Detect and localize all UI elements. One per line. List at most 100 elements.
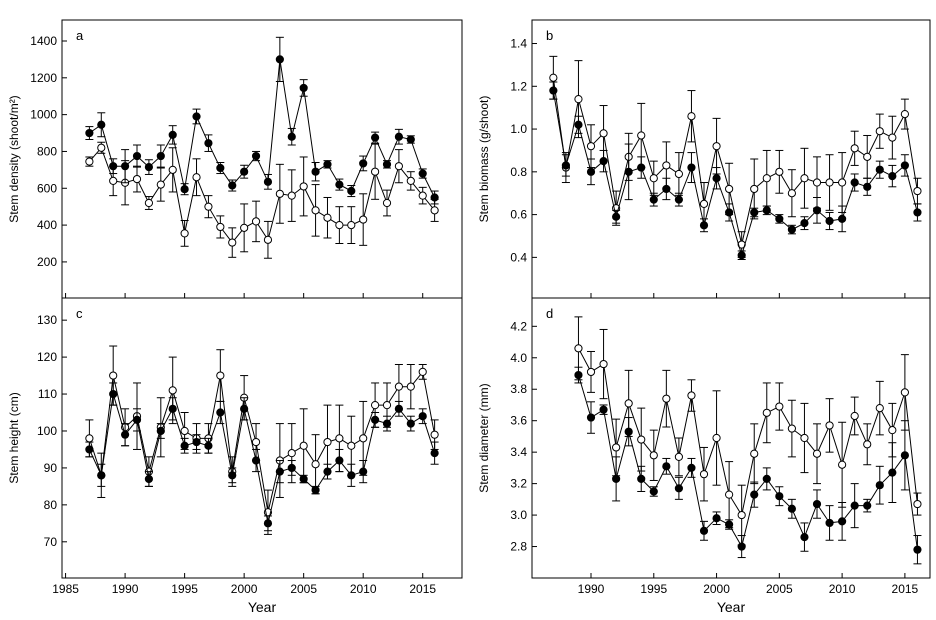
data-point <box>624 427 633 436</box>
data-point <box>612 474 621 483</box>
y-tick-label: 4.2 <box>510 319 527 333</box>
panel-label: a <box>76 28 84 43</box>
data-point <box>775 214 784 223</box>
series-open <box>549 55 922 258</box>
series-line <box>552 77 918 245</box>
data-point <box>599 157 608 166</box>
data-point <box>637 131 646 140</box>
series-filled <box>85 36 439 205</box>
data-point <box>800 533 809 542</box>
y-tick-label: 80 <box>44 498 58 512</box>
data-point <box>674 452 683 461</box>
data-point <box>275 55 284 64</box>
data-point <box>287 449 296 458</box>
data-point <box>109 371 118 380</box>
series-line <box>578 348 918 517</box>
data-point <box>712 142 721 151</box>
data-point <box>251 151 261 161</box>
y-tick-label: 120 <box>37 350 57 364</box>
y-tick-label: 90 <box>44 461 58 475</box>
data-point <box>180 441 189 450</box>
data-point <box>359 215 368 224</box>
data-point <box>649 174 658 183</box>
data-point <box>825 178 834 187</box>
data-point <box>382 198 392 208</box>
data-point <box>838 178 847 187</box>
x-tick-label: 1990 <box>578 582 605 596</box>
data-point <box>394 132 404 141</box>
data-point <box>762 174 771 183</box>
y-tick-label: 110 <box>38 387 57 401</box>
data-point <box>406 176 415 186</box>
data-point <box>900 388 909 397</box>
data-point <box>275 467 284 476</box>
data-point <box>240 404 249 413</box>
data-point <box>599 359 608 369</box>
data-point <box>156 180 165 189</box>
plot-frame <box>531 297 931 579</box>
data-point <box>913 208 922 217</box>
panel-label: d <box>546 306 553 321</box>
data-point <box>649 487 658 496</box>
y-tick-label: 2.8 <box>510 540 527 554</box>
data-point <box>787 225 796 234</box>
y-tick-label: 4.0 <box>510 351 527 365</box>
data-point <box>775 492 784 501</box>
data-point <box>800 174 809 183</box>
data-point <box>311 206 320 215</box>
data-point <box>382 419 392 428</box>
data-point <box>168 386 177 395</box>
panel-b: b 0.4 0.6 0.8 1.0 1.2 1.4 Stem biomass (g/shoot… <box>477 19 931 299</box>
data-point <box>430 193 439 202</box>
data-point <box>787 504 796 513</box>
data-point <box>418 169 427 178</box>
data-point <box>132 174 142 184</box>
data-point <box>687 463 696 472</box>
data-point <box>335 180 344 189</box>
y-axis-label: Stem height (cm) <box>7 392 21 483</box>
data-point <box>863 182 872 191</box>
data-point <box>382 401 392 410</box>
data-point <box>370 401 380 410</box>
panel-label: c <box>76 306 83 321</box>
data-point <box>787 424 796 433</box>
data-point <box>574 344 583 353</box>
data-point <box>775 402 784 411</box>
plot-frame <box>61 297 463 579</box>
x-tick-label: 2005 <box>290 582 317 596</box>
data-point <box>699 526 709 535</box>
data-point <box>192 437 201 447</box>
data-point <box>156 426 165 436</box>
data-point <box>812 449 822 458</box>
data-point <box>156 151 165 161</box>
data-point <box>382 160 392 169</box>
data-point <box>109 176 118 186</box>
data-point <box>359 434 368 443</box>
data-point <box>875 127 884 136</box>
data-point <box>612 443 621 452</box>
data-point <box>599 405 608 414</box>
y-tick-label: 200 <box>37 255 57 269</box>
y-tick-label: 1200 <box>30 71 57 85</box>
plot-frame <box>61 19 463 299</box>
y-tick-label: 3.4 <box>510 445 527 459</box>
data-point <box>549 73 558 82</box>
data-point <box>725 520 734 529</box>
data-point <box>180 185 189 194</box>
data-point <box>216 408 225 417</box>
x-axis-label: Year <box>717 599 746 615</box>
y-tick-label: 3.6 <box>510 414 527 428</box>
data-point <box>335 220 344 230</box>
data-point <box>299 474 308 484</box>
data-point <box>699 199 709 209</box>
data-point <box>838 214 847 223</box>
data-point <box>674 195 683 204</box>
data-point <box>699 470 709 479</box>
data-point <box>637 435 646 444</box>
data-point <box>586 367 596 377</box>
data-point <box>875 165 884 174</box>
data-point <box>913 545 922 554</box>
data-point <box>120 162 130 171</box>
data-point <box>750 208 759 217</box>
data-point <box>97 120 106 129</box>
